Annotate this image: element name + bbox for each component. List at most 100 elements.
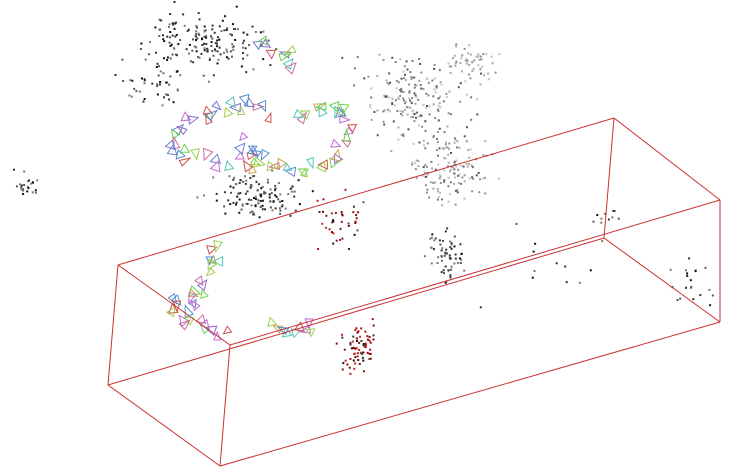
point-248 <box>434 91 437 94</box>
point-884 <box>465 62 468 65</box>
point-377 <box>428 105 431 108</box>
point-644 <box>279 193 282 196</box>
point-150 <box>182 13 185 16</box>
point-105 <box>139 48 142 50</box>
camera-frustum-42 <box>334 106 347 118</box>
point-910 <box>347 222 350 225</box>
point-476 <box>441 204 444 207</box>
point-295 <box>382 58 385 61</box>
point-669 <box>448 254 451 257</box>
point-791 <box>31 191 34 194</box>
point-823 <box>688 257 691 260</box>
point-631 <box>268 193 271 196</box>
point-174 <box>162 72 165 75</box>
point-186 <box>168 83 171 86</box>
point-817 <box>694 270 697 273</box>
point-602 <box>249 186 252 189</box>
point-528 <box>429 181 432 184</box>
point-805 <box>711 294 714 297</box>
point-163 <box>158 65 160 68</box>
point-74 <box>231 46 234 49</box>
point-787 <box>36 179 39 182</box>
point-598 <box>228 175 231 178</box>
point-771 <box>363 345 366 348</box>
point-193 <box>138 90 141 93</box>
point-436 <box>423 144 426 147</box>
point-132 <box>216 45 219 48</box>
point-686 <box>447 269 450 272</box>
camera-frustum-72 <box>239 131 249 142</box>
point-325 <box>400 113 402 115</box>
point-236 <box>406 113 409 116</box>
point-67 <box>226 50 229 53</box>
point-228 <box>405 60 408 63</box>
point-857 <box>448 65 451 68</box>
point-198 <box>142 100 145 103</box>
point-876 <box>477 53 480 56</box>
point-411 <box>449 193 451 196</box>
point-933 <box>589 269 592 272</box>
point-297 <box>376 134 379 137</box>
camera-frustum-78 <box>260 148 270 162</box>
point-208 <box>176 70 179 73</box>
point-332 <box>415 116 417 119</box>
point-893 <box>347 224 350 227</box>
point-16 <box>203 47 206 50</box>
point-416 <box>444 143 447 146</box>
point-918 <box>316 199 319 202</box>
point-cloud-layer <box>13 1 714 375</box>
point-891 <box>340 220 343 223</box>
point-559 <box>235 203 237 206</box>
camera-frustum-27 <box>299 167 308 178</box>
point-761 <box>355 327 358 330</box>
point-252 <box>402 97 405 100</box>
point-255 <box>413 86 416 89</box>
point-573 <box>233 176 236 179</box>
point-708 <box>430 262 433 265</box>
point-234 <box>403 65 406 68</box>
point-298 <box>449 113 452 116</box>
point-442 <box>467 149 470 152</box>
camera-frustum-14 <box>203 147 214 162</box>
point-871 <box>479 83 482 86</box>
point-923 <box>318 211 321 213</box>
point-433 <box>417 160 420 163</box>
point-205 <box>121 58 124 61</box>
point-283 <box>438 102 441 105</box>
point-474 <box>465 140 468 143</box>
point-195 <box>156 85 159 88</box>
point-816 <box>699 294 702 297</box>
point-80 <box>242 46 245 49</box>
bbox-back-top-edge <box>613 117 721 201</box>
point-301 <box>417 98 420 101</box>
point-284 <box>402 133 405 136</box>
point-413 <box>415 159 418 162</box>
point-53 <box>205 36 208 39</box>
point-827 <box>604 212 607 215</box>
point-703 <box>454 253 457 256</box>
point-531 <box>261 204 264 207</box>
point-24 <box>210 45 213 47</box>
point-844 <box>450 65 453 68</box>
point-115 <box>163 57 165 60</box>
point-561 <box>224 212 227 215</box>
camera-frustum-39 <box>339 115 352 124</box>
point-506 <box>438 177 441 180</box>
point-581 <box>229 185 232 188</box>
point-449 <box>443 181 445 183</box>
point-513 <box>475 174 478 177</box>
point-646 <box>268 196 271 199</box>
point-27 <box>166 59 169 61</box>
point-122 <box>160 19 163 22</box>
point-139 <box>216 62 219 65</box>
point-370 <box>370 96 373 99</box>
point-96 <box>195 25 198 28</box>
point-717 <box>357 330 360 333</box>
camera-frustum-73 <box>233 142 246 155</box>
point-584 <box>232 178 235 181</box>
point-658 <box>460 252 463 255</box>
camera-frustum-15 <box>209 153 222 164</box>
point-651 <box>439 243 442 246</box>
